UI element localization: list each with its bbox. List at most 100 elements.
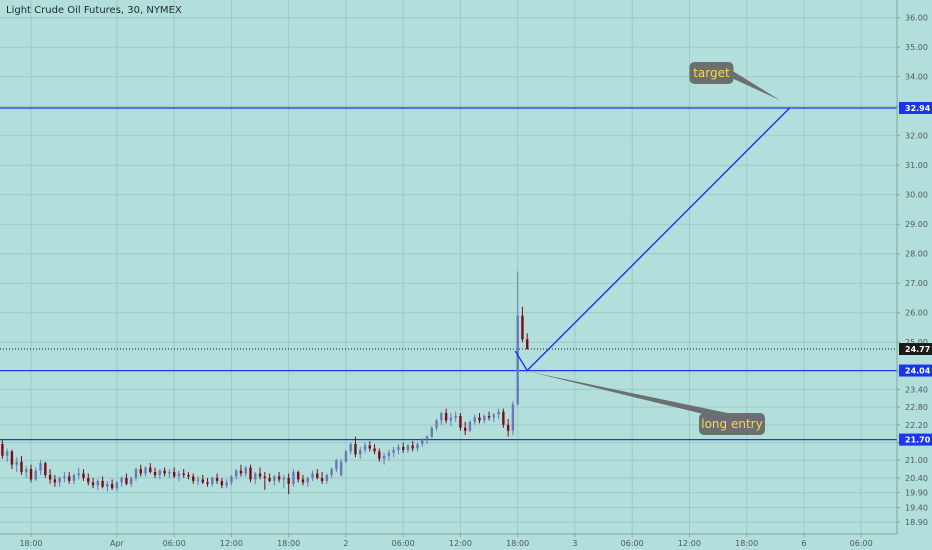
candle-body bbox=[330, 469, 333, 475]
candle-body bbox=[316, 473, 319, 478]
candle-body bbox=[63, 476, 66, 478]
candle-body bbox=[163, 470, 166, 474]
candle-body bbox=[115, 482, 119, 489]
price-axis-background bbox=[897, 0, 932, 550]
candle-body bbox=[220, 480, 224, 486]
price-tick-label: 21.00 bbox=[905, 456, 928, 465]
candle-body bbox=[416, 444, 419, 449]
candle-body bbox=[225, 482, 228, 486]
candle-body bbox=[349, 444, 352, 452]
candle-body bbox=[168, 472, 171, 474]
candle-body bbox=[297, 472, 300, 480]
candle-body bbox=[401, 446, 405, 450]
candle-body bbox=[387, 452, 391, 456]
candle-body bbox=[82, 473, 85, 478]
price-tick-label: 25.00 bbox=[905, 338, 928, 347]
price-tick-label: 22.20 bbox=[905, 421, 928, 430]
candle-body bbox=[368, 445, 371, 449]
price-tick-label: 36.00 bbox=[905, 14, 928, 23]
price-tick-label: 20.40 bbox=[905, 474, 928, 483]
candle-body bbox=[363, 445, 367, 450]
candle-body bbox=[449, 417, 453, 421]
candle-body bbox=[187, 474, 190, 477]
candle-body bbox=[287, 477, 290, 484]
candle-body bbox=[192, 476, 195, 481]
candle-body bbox=[58, 477, 61, 483]
candle-body bbox=[268, 477, 271, 481]
candle-body bbox=[392, 449, 395, 453]
candle-body bbox=[48, 474, 52, 480]
candle-body bbox=[468, 421, 472, 431]
price-tick-label: 34.00 bbox=[905, 73, 928, 82]
candle-body bbox=[478, 417, 481, 421]
candle-body bbox=[440, 413, 443, 421]
callout-box bbox=[689, 61, 734, 84]
callout-long-entry[interactable]: long entry bbox=[529, 371, 765, 436]
time-tick-label: 06:00 bbox=[850, 539, 873, 548]
candle-body bbox=[254, 473, 257, 480]
time-tick-label: 18:00 bbox=[506, 539, 529, 548]
candle-body bbox=[101, 480, 104, 487]
candle-body bbox=[425, 436, 429, 440]
candle-body bbox=[430, 427, 434, 437]
candle-body bbox=[473, 417, 476, 422]
candle-body bbox=[206, 482, 209, 484]
candle-body bbox=[373, 448, 376, 452]
callout-target[interactable]: target bbox=[689, 61, 781, 101]
candle-body bbox=[335, 460, 338, 470]
candle-body bbox=[34, 470, 37, 480]
candle-body bbox=[263, 476, 267, 478]
candle-body bbox=[110, 483, 114, 489]
candle-body bbox=[277, 476, 281, 480]
candle-body bbox=[1, 444, 4, 456]
candle-body bbox=[91, 482, 95, 486]
price-tick-label: 26.00 bbox=[905, 309, 928, 318]
price-levels bbox=[0, 107, 897, 441]
candle-body bbox=[397, 446, 400, 450]
price-tick-label: 19.90 bbox=[905, 489, 928, 498]
price-tick-label: 18.90 bbox=[905, 518, 928, 527]
price-axis[interactable]: 18.9019.4019.9020.4021.0021.6022.2022.80… bbox=[896, 0, 932, 550]
candle-body bbox=[511, 404, 515, 431]
price-tick-label: 35.00 bbox=[905, 43, 928, 52]
candle-body bbox=[306, 477, 309, 483]
candle-body bbox=[463, 427, 467, 431]
candle-body bbox=[106, 483, 109, 487]
candle-body bbox=[411, 445, 414, 449]
time-tick-label: 6 bbox=[801, 539, 806, 548]
candle-body bbox=[339, 461, 343, 475]
price-tick-label: 30.00 bbox=[905, 191, 928, 200]
candle-body bbox=[72, 474, 76, 481]
callout-pointer bbox=[529, 371, 761, 429]
candle-body bbox=[53, 479, 57, 483]
drawing-overlay: target long entry bbox=[514, 61, 791, 436]
time-tick-label: 12:00 bbox=[449, 539, 472, 548]
price-tick-label: 19.40 bbox=[905, 503, 928, 512]
callout-label: target bbox=[693, 66, 730, 80]
candle-body bbox=[249, 467, 252, 480]
candle-body bbox=[492, 414, 496, 418]
time-tick-label: Apr bbox=[110, 539, 125, 548]
candle-body bbox=[239, 470, 243, 474]
projection-path[interactable] bbox=[514, 107, 791, 372]
callout-box bbox=[698, 413, 765, 436]
candle-body bbox=[311, 473, 314, 478]
price-level-badge-label: 24.04 bbox=[905, 367, 931, 376]
candle-body bbox=[502, 411, 505, 425]
time-axis[interactable]: 18:00 Apr 06:00 12:00 18:00 2 06:00 12:00 18:00 3… bbox=[0, 533, 897, 550]
candle-body bbox=[87, 477, 90, 483]
current-price-badge bbox=[899, 343, 932, 356]
candle-body bbox=[521, 315, 524, 340]
time-tick-label: 12:00 bbox=[220, 539, 243, 548]
candle-body bbox=[67, 476, 71, 481]
candle-body bbox=[144, 467, 147, 474]
candle-body bbox=[382, 455, 386, 459]
candle-body bbox=[149, 467, 152, 473]
candle-body bbox=[354, 444, 357, 455]
candle-body bbox=[196, 479, 200, 481]
candle-body bbox=[301, 479, 305, 483]
candle-body bbox=[15, 461, 18, 465]
candle-body bbox=[244, 467, 247, 474]
callout-label: long entry bbox=[701, 417, 762, 431]
